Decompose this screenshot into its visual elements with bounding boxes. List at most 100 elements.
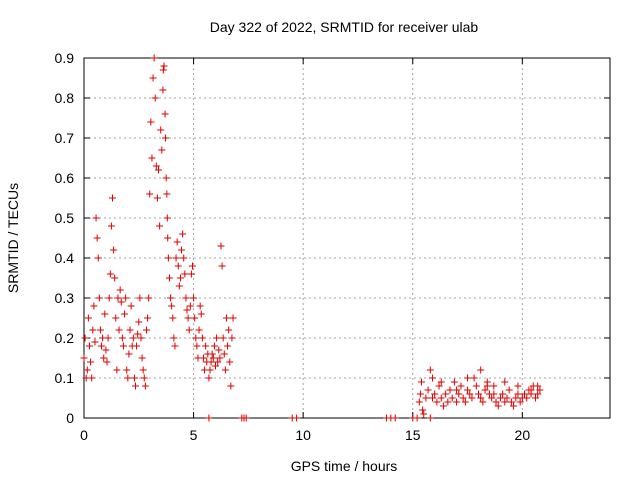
- y-axis-title: SRMTID / TECUs: [5, 183, 21, 293]
- data-point: [422, 394, 430, 402]
- data-point: [103, 358, 111, 366]
- y-tick-label: 0.8: [55, 90, 75, 106]
- data-point: [242, 414, 250, 422]
- data-point: [431, 390, 439, 398]
- x-tick-label: 10: [295, 427, 311, 443]
- data-point: [168, 302, 176, 310]
- data-point: [477, 394, 485, 402]
- y-tick-label: 0.3: [55, 290, 75, 306]
- data-point: [142, 326, 150, 334]
- plot-frame: [83, 57, 611, 419]
- x-tick-label: 20: [515, 427, 531, 443]
- data-point: [159, 66, 167, 74]
- data-point: [83, 366, 91, 374]
- data-point: [134, 330, 142, 338]
- data-point: [101, 310, 109, 318]
- data-point: [496, 394, 504, 402]
- data-point: [501, 378, 509, 386]
- data-point: [215, 346, 223, 354]
- data-point: [216, 354, 224, 362]
- data-point: [448, 394, 456, 402]
- data-point: [450, 378, 458, 386]
- y-tick-label: 0.1: [55, 370, 75, 386]
- data-points: [80, 54, 544, 422]
- data-point: [165, 274, 173, 282]
- data-point: [137, 334, 145, 342]
- data-point: [428, 374, 436, 382]
- data-point: [459, 394, 467, 402]
- data-point: [470, 374, 478, 382]
- data-point: [433, 398, 441, 406]
- data-point: [510, 402, 518, 410]
- data-point: [110, 246, 118, 254]
- x-tick-label: 0: [80, 427, 88, 443]
- data-point: [464, 386, 472, 394]
- data-point: [111, 274, 119, 282]
- data-point: [416, 390, 424, 398]
- data-point: [96, 326, 104, 334]
- data-point: [420, 410, 428, 418]
- data-point: [151, 94, 159, 102]
- data-point: [428, 394, 436, 402]
- data-point: [116, 286, 124, 294]
- data-point: [391, 414, 399, 422]
- data-point: [161, 110, 169, 118]
- data-point: [107, 222, 115, 230]
- data-point: [418, 378, 426, 386]
- data-point: [170, 334, 178, 342]
- data-point: [184, 314, 192, 322]
- data-point: [89, 326, 97, 334]
- data-point: [91, 338, 99, 346]
- data-point: [534, 382, 542, 390]
- data-point: [95, 294, 103, 302]
- data-point: [98, 342, 106, 350]
- data-point: [499, 390, 507, 398]
- data-point: [106, 270, 114, 278]
- data-point: [198, 334, 206, 342]
- data-point: [138, 354, 146, 362]
- data-point: [144, 314, 152, 322]
- data-point: [503, 394, 511, 402]
- data-point: [214, 358, 222, 366]
- data-point: [196, 302, 204, 310]
- data-point: [147, 118, 155, 126]
- data-point: [85, 342, 93, 350]
- data-point: [150, 54, 158, 62]
- data-point: [199, 354, 207, 362]
- data-point: [186, 302, 194, 310]
- x-axis-title: GPS time / hours: [291, 458, 398, 474]
- data-point: [152, 162, 160, 170]
- data-point: [129, 334, 137, 342]
- y-tick-label: 0.7: [55, 130, 75, 146]
- data-point: [126, 326, 134, 334]
- data-point: [477, 366, 485, 374]
- data-point: [481, 386, 489, 394]
- data-point: [466, 390, 474, 398]
- data-point: [92, 214, 100, 222]
- data-point: [84, 314, 92, 322]
- x-tick-label: 15: [405, 427, 421, 443]
- data-point: [444, 398, 452, 406]
- data-point: [472, 382, 480, 390]
- data-point: [149, 74, 157, 82]
- data-point: [104, 334, 112, 342]
- data-point: [206, 366, 214, 374]
- data-point: [100, 354, 108, 362]
- data-point: [442, 390, 450, 398]
- data-point: [488, 394, 496, 402]
- data-point: [534, 390, 542, 398]
- data-point: [479, 398, 487, 406]
- data-point: [169, 314, 177, 322]
- data-point: [164, 254, 172, 262]
- data-point: [105, 294, 113, 302]
- y-tick-label: 0.5: [55, 210, 75, 226]
- data-point: [164, 234, 172, 242]
- data-point: [219, 334, 227, 342]
- data-point: [162, 174, 170, 182]
- data-point: [439, 402, 447, 410]
- data-point: [426, 414, 434, 422]
- data-point: [222, 314, 230, 322]
- data-point: [125, 350, 133, 358]
- data-point: [113, 366, 121, 374]
- data-point: [162, 134, 170, 142]
